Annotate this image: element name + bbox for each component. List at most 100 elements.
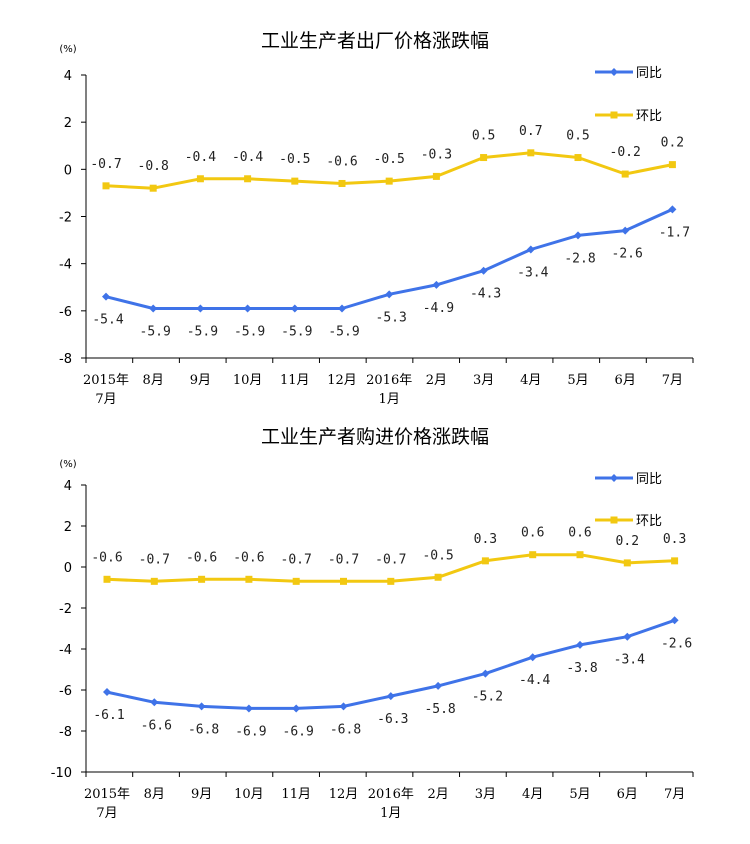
data-point <box>386 692 395 701</box>
y-tick-label: -4 <box>59 643 72 658</box>
x-tick-label: 7月 <box>96 806 117 821</box>
x-tick-label: 7月 <box>664 787 685 802</box>
data-label: -0.4 <box>232 150 263 165</box>
legend-label: 同比 <box>636 472 662 487</box>
x-tick-label: 11月 <box>281 787 311 802</box>
data-label: -6.8 <box>330 722 361 737</box>
data-point <box>338 304 346 313</box>
x-tick-label: 10月 <box>233 373 263 388</box>
data-point <box>338 179 346 187</box>
data-label: -6.3 <box>377 712 408 727</box>
x-tick-label: 11月 <box>280 373 310 388</box>
legend-marker <box>610 68 618 76</box>
data-label: -0.3 <box>421 147 452 162</box>
data-point <box>576 640 584 649</box>
data-point <box>621 170 629 178</box>
data-label: -0.5 <box>374 152 405 167</box>
x-tick-label: 3月 <box>475 787 496 802</box>
x-tick-label: 12月 <box>329 787 359 802</box>
chart-purchase-price-svg: 工业生产者购进价格涨跌幅 (%) -10 -8 -6 -4 -2 0 2 4 2015年 7月 8月 9月… <box>51 426 694 821</box>
y-tick-label: -6 <box>59 305 72 320</box>
y-tick-label: -6 <box>59 684 72 699</box>
legend-marker <box>610 474 618 482</box>
data-label: -5.4 <box>92 313 123 328</box>
x-tick-label: 5月 <box>569 787 590 802</box>
data-point <box>292 704 301 713</box>
legend-marker <box>610 111 618 119</box>
y-axis-unit: (%) <box>59 459 76 470</box>
data-label: 0.2 <box>616 534 639 549</box>
data-point <box>150 698 159 707</box>
y-tick-label: -4 <box>59 258 72 273</box>
data-point <box>574 231 582 240</box>
data-point <box>479 266 488 275</box>
x-tick-label: 8月 <box>143 373 164 388</box>
data-label: -0.7 <box>328 552 359 567</box>
data-label: 0.6 <box>568 526 591 541</box>
data-point <box>149 304 158 313</box>
data-label: -4.9 <box>423 301 454 316</box>
data-label: -0.5 <box>279 152 310 167</box>
y-axis-unit: (%) <box>59 44 76 55</box>
data-point <box>244 704 253 713</box>
x-tick-label: 7月 <box>95 392 116 407</box>
y-tick-label: -2 <box>59 211 72 226</box>
x-tick-label: 9月 <box>190 373 211 388</box>
data-label: 0.6 <box>521 526 544 541</box>
y-tick-label: -2 <box>59 602 72 617</box>
x-tick-label: 3月 <box>473 373 494 388</box>
data-label: -5.3 <box>376 310 407 325</box>
data-point <box>432 172 440 180</box>
data-label: -0.7 <box>281 552 312 567</box>
x-tick-label: 7月 <box>662 373 683 388</box>
chart-ex-factory-price-svg: 工业生产者出厂价格涨跌幅 (%) -8 -6 -4 -2 0 2 4 2015年 7月 8月 9月 10月… <box>59 30 694 407</box>
data-point <box>197 702 206 711</box>
legend-label: 环比 <box>636 514 662 529</box>
data-point <box>526 245 535 254</box>
data-point <box>529 551 537 559</box>
data-point <box>668 205 677 214</box>
data-point <box>196 175 204 183</box>
x-tick-label: 5月 <box>567 373 588 388</box>
data-label: -5.9 <box>234 324 265 339</box>
x-tick-label: 1月 <box>380 806 401 821</box>
legend-label: 同比 <box>636 66 662 81</box>
data-point <box>149 184 157 192</box>
data-label: -3.4 <box>517 266 548 281</box>
x-tick-label: 10月 <box>234 787 264 802</box>
data-label: 0.2 <box>661 136 684 151</box>
y-tick-label: 4 <box>64 479 72 494</box>
x-tick-label: 6月 <box>617 787 638 802</box>
data-label: -0.6 <box>233 550 264 565</box>
data-label: -6.1 <box>93 708 124 723</box>
data-label: -6.9 <box>235 724 266 739</box>
x-tick-label: 1月 <box>379 392 400 407</box>
y-tick-label: -8 <box>59 725 72 740</box>
data-point <box>150 577 158 585</box>
data-point <box>291 177 299 185</box>
data-point <box>243 304 252 313</box>
data-point <box>103 575 111 583</box>
data-label: -6.6 <box>141 718 172 733</box>
y-tick-label: 0 <box>64 561 72 576</box>
x-tick-label: 2016年 <box>366 373 412 388</box>
data-label: -0.6 <box>326 154 357 169</box>
data-point <box>481 669 490 678</box>
chart-purchase-price: 工业生产者购进价格涨跌幅 (%) -10 -8 -6 -4 -2 0 2 4 2015年 7月 8月 9月… <box>0 415 750 844</box>
x-tick-label: 2月 <box>427 787 448 802</box>
data-label: 0.5 <box>472 129 495 144</box>
data-label: -0.8 <box>138 159 169 174</box>
data-label: -5.9 <box>187 324 218 339</box>
data-label: -0.4 <box>185 150 216 165</box>
y-tick-label: 4 <box>64 69 72 84</box>
data-label: -5.9 <box>328 324 359 339</box>
data-label: -6.8 <box>188 722 219 737</box>
y-tick-label: 2 <box>64 520 72 535</box>
chart-ex-factory-price: 工业生产者出厂价格涨跌幅 (%) -8 -6 -4 -2 0 2 4 2015年 7月 8月 9月 10月… <box>0 0 750 415</box>
data-label: -2.6 <box>661 636 692 651</box>
data-point <box>292 577 300 585</box>
data-point <box>623 559 631 567</box>
data-point <box>576 551 584 559</box>
data-label: -0.6 <box>186 550 217 565</box>
chart-title: 工业生产者出厂价格涨跌幅 <box>261 30 489 52</box>
